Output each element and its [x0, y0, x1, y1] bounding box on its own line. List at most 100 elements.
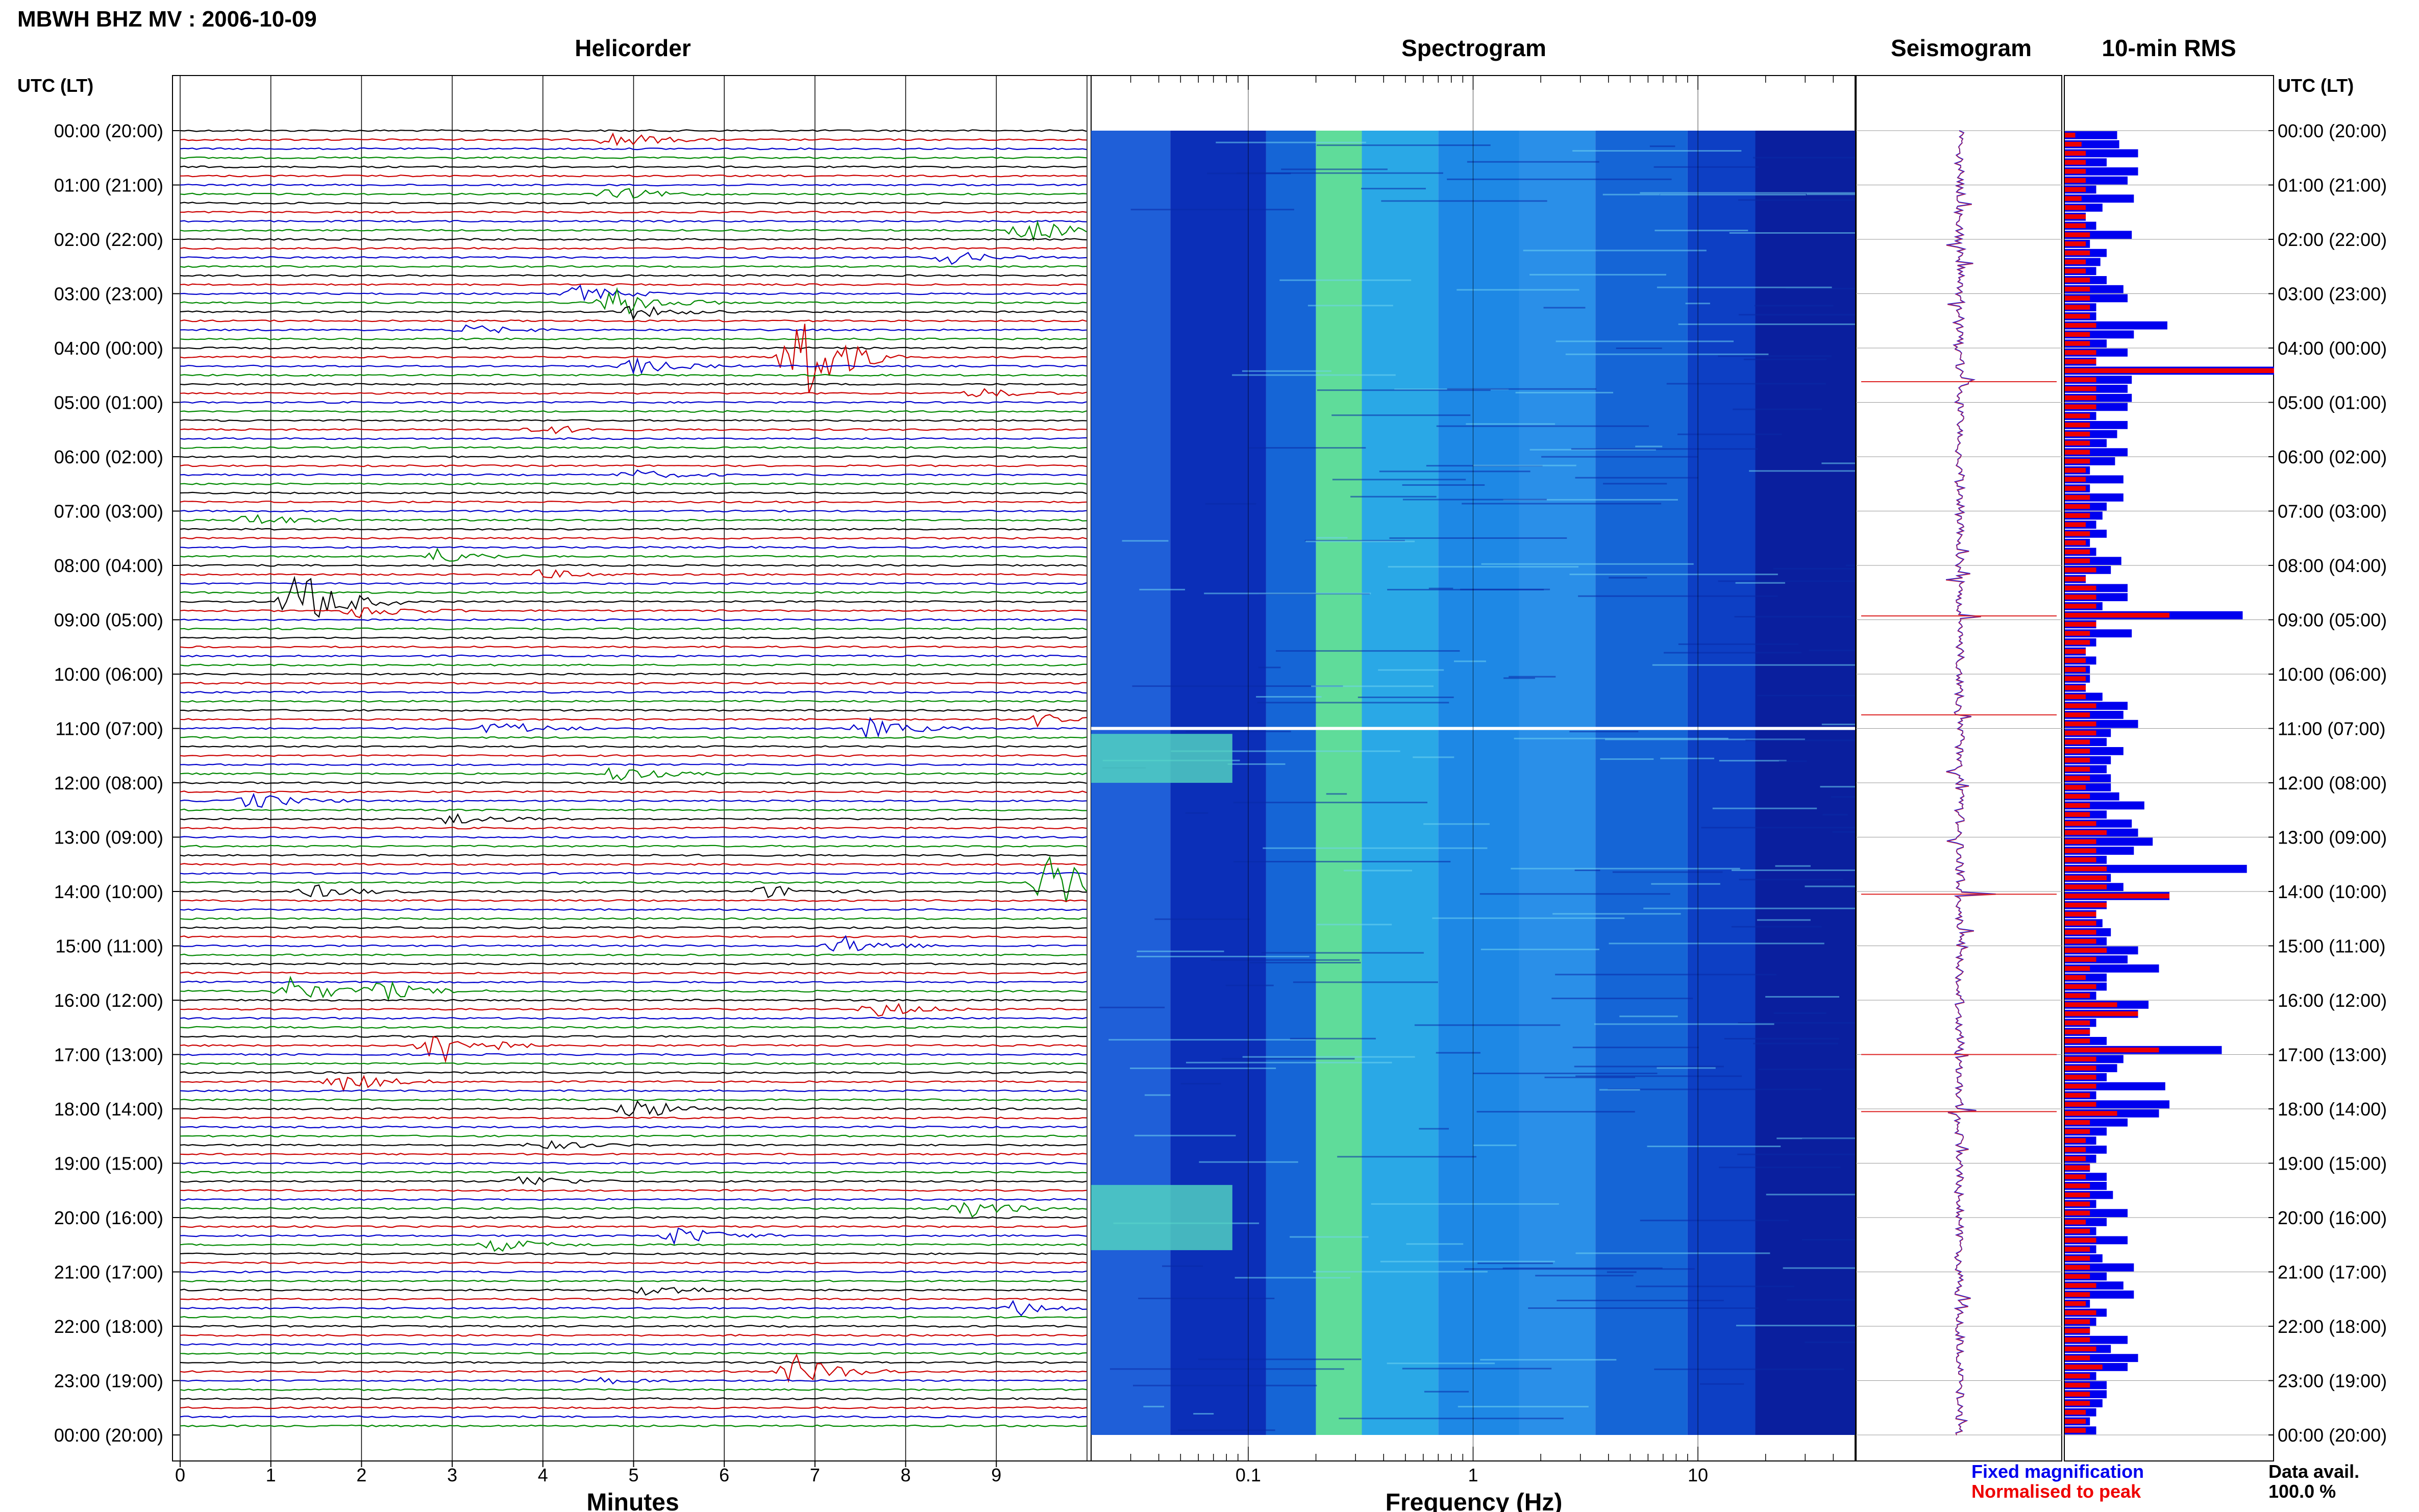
helicorder-trace — [180, 1189, 1087, 1192]
spectrogram-streak — [1293, 981, 1438, 983]
helicorder-trace — [180, 1202, 1087, 1218]
spectrogram-streak — [1640, 1220, 1789, 1222]
spectrogram-band — [1266, 131, 1316, 1435]
time-label-right: 00:00 (20:00) — [2278, 1425, 2387, 1446]
rms-bar-normalised — [2065, 431, 2090, 437]
spectrogram-band — [1755, 131, 1855, 1435]
rms-panel — [2064, 75, 2274, 1461]
time-label-right: 05:00 (01:00) — [2278, 392, 2387, 413]
time-label-left: 12:00 (08:00) — [54, 773, 163, 794]
spectrogram-streak — [1735, 582, 1785, 584]
helicorder-trace — [180, 917, 1087, 920]
helicorder-trace — [180, 1240, 1087, 1252]
spectrogram-streak — [1603, 483, 1667, 485]
helicorder-trace — [180, 1100, 1087, 1117]
rms-bar-normalised — [2065, 749, 2090, 754]
rms-bar-normalised — [2065, 1337, 2090, 1343]
minute-tick-label: 5 — [628, 1465, 638, 1485]
spectrogram-streak — [1654, 1368, 1844, 1370]
spectrogram-lowfreq-energy — [1091, 734, 1232, 783]
rms-bar-normalised — [2065, 305, 2090, 310]
rms-bar-normalised — [2065, 594, 2096, 600]
rms-bar-normalised — [2065, 214, 2086, 219]
rms-bar-normalised — [2065, 1002, 2117, 1007]
helicorder-trace — [180, 636, 1087, 639]
spectrogram-streak — [1822, 814, 1848, 815]
rms-bar-normalised — [2065, 1265, 2090, 1270]
rms-bar-normalised — [2065, 649, 2086, 654]
helicorder-trace — [180, 1270, 1087, 1274]
spectrogram-streak — [1290, 1236, 1369, 1238]
spectrogram-streak — [1381, 200, 1547, 202]
rms-bar-normalised — [2065, 160, 2086, 165]
spectrogram-streak — [1787, 1299, 1855, 1301]
rms-bar-normalised — [2065, 1346, 2096, 1352]
helicorder-trace — [180, 283, 1087, 286]
helicorder-trace — [180, 1134, 1087, 1137]
helicorder-trace — [180, 337, 1087, 340]
spectrogram-streak — [1543, 307, 1586, 309]
minutes-axis-label: Minutes — [586, 1489, 679, 1512]
helicorder-trace — [180, 147, 1087, 151]
spectrogram-streak — [1458, 1406, 1589, 1407]
spectrogram-streak — [1809, 650, 1855, 651]
spectrogram-streak — [1419, 1128, 1449, 1130]
time-label-right: 19:00 (15:00) — [2278, 1153, 2387, 1174]
helicorder-trace — [180, 813, 1087, 825]
rms-bar-normalised — [2065, 857, 2096, 862]
rms-bar-normalised — [2065, 1138, 2086, 1143]
spectrogram-streak — [1660, 194, 1806, 195]
time-label-left: 05:00 (01:00) — [54, 392, 163, 413]
helicorder-trace — [180, 1424, 1087, 1427]
helicorder-trace — [180, 1125, 1087, 1129]
spectrogram-streak — [1473, 1144, 1517, 1146]
spectrogram-streak — [1467, 161, 1599, 163]
rms-bar-normalised — [2065, 1247, 2090, 1252]
time-label-right: 03:00 (23:00) — [2278, 284, 2387, 305]
helicorder-trace — [180, 763, 1087, 766]
helicorder-trace — [180, 464, 1087, 467]
spectrogram-streak — [1193, 1413, 1214, 1415]
time-label-right: 21:00 (17:00) — [2278, 1262, 2387, 1283]
spectrogram-streak — [1600, 758, 1654, 760]
spectrogram-streak — [1757, 695, 1855, 697]
spectrogram-streak — [1344, 870, 1412, 872]
spectrogram-title: Spectrogram — [1401, 35, 1546, 61]
spectrogram-streak — [1138, 1298, 1275, 1299]
rms-bar-normalised — [2065, 1382, 2090, 1388]
spectrogram-streak — [1821, 724, 1855, 726]
spectrogram-streak — [1765, 996, 1839, 998]
helicorder-trace — [180, 564, 1087, 567]
spectrogram-streak — [1734, 616, 1852, 617]
helicorder-trace — [180, 509, 1087, 513]
helicorder-trace — [180, 324, 1087, 334]
helicorder-trace — [180, 129, 1087, 132]
helicorder-trace — [180, 469, 1087, 478]
spectrogram-streak — [1655, 230, 1748, 232]
spectrogram-streak — [1529, 274, 1666, 276]
spectrogram-streak — [1569, 731, 1639, 733]
spectrogram-band — [1595, 131, 1688, 1435]
spectrogram-streak — [1718, 580, 1855, 582]
rms-bar-normalised — [2065, 604, 2096, 609]
helicorder-trace — [180, 419, 1087, 422]
spectrogram-streak — [1619, 1015, 1678, 1018]
helicorder-trace — [180, 188, 1087, 199]
spectrogram-streak — [1108, 1039, 1316, 1041]
time-label-right: 06:00 (02:00) — [2278, 447, 2387, 467]
frequency-tick-label: 1 — [1468, 1465, 1478, 1485]
rms-bar-normalised — [2065, 368, 2274, 373]
rms-bar-normalised — [2065, 585, 2096, 591]
time-label-right: 11:00 (07:00) — [2278, 718, 2385, 739]
spectrogram-streak — [1143, 1405, 1164, 1407]
helicorder-trace — [180, 1161, 1087, 1165]
helicorder-trace — [180, 388, 1087, 398]
figure-title: MBWH BHZ MV : 2006-10-09 — [17, 7, 317, 32]
helicorder-trace — [180, 908, 1087, 911]
spectrogram-streak — [1133, 1384, 1317, 1386]
helicorder-panel — [172, 75, 1092, 1461]
rms-bar-normalised — [2065, 1328, 2090, 1333]
helicorder-trace — [180, 682, 1087, 685]
spectrogram-streak — [1402, 484, 1485, 486]
spectrogram-streak — [1276, 650, 1460, 652]
